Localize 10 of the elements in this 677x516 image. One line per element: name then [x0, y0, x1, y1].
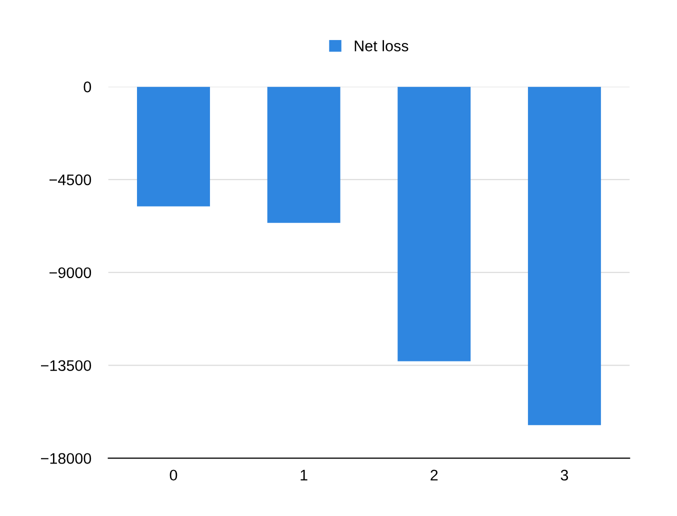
x-tick-label: 1	[300, 470, 308, 480]
y-tick-label: −9000	[50, 267, 92, 278]
x-tick-label: 3	[560, 470, 568, 481]
y-tick-label: −4500	[50, 174, 92, 186]
y-tick-label: 0	[84, 82, 92, 92]
legend-label: Net loss	[354, 40, 408, 52]
x-tick-label: 2	[430, 470, 438, 480]
x-tick-label: 0	[170, 470, 178, 481]
y-tick-label: −18000	[41, 453, 92, 464]
y-tick-label: −13500	[41, 360, 92, 372]
